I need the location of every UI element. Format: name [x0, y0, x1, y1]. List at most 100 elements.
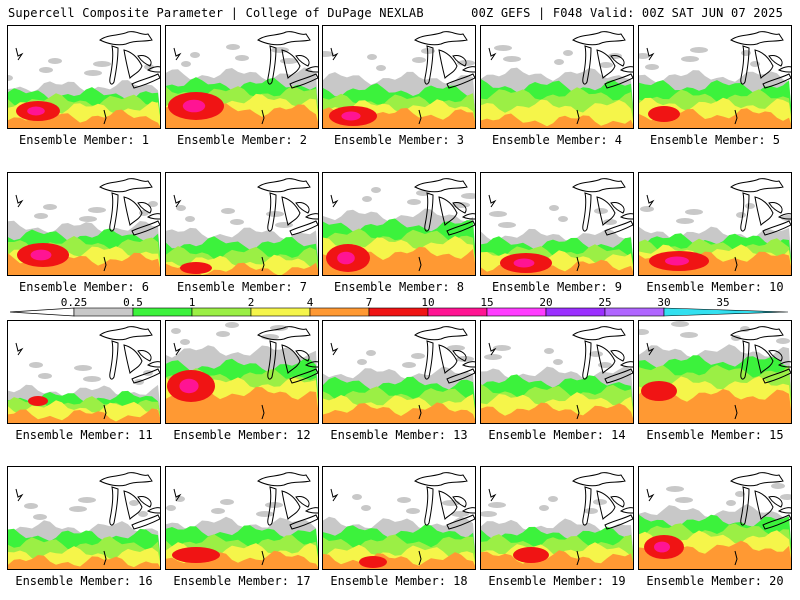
member-map [638, 320, 792, 424]
member-label: Ensemble Member: 17 [173, 574, 311, 588]
scp-speck [599, 62, 613, 68]
scp-hotspot [172, 547, 220, 563]
run-valid-time: 00Z GEFS | F048 Valid: 00Z SAT JUN 07 20… [471, 6, 783, 20]
scp-speck [29, 362, 43, 368]
scp-speck [640, 206, 654, 212]
scp-hotspot-core [179, 378, 199, 394]
member-label: Ensemble Member: 2 [176, 133, 308, 147]
scp-speck [503, 56, 521, 62]
scp-speck [776, 338, 790, 344]
great-lakes-coastline [646, 31, 791, 125]
member-label: Ensemble Member: 9 [491, 280, 623, 294]
scp-speck [180, 339, 190, 345]
ensemble-panel: Ensemble Member: 3 [322, 25, 476, 147]
member-label: Ensemble Member: 10 [646, 280, 784, 294]
scp-speck [265, 502, 283, 508]
great-lakes-coastline [488, 31, 633, 125]
scp-speck [412, 57, 426, 63]
colorbar-tick-label: 7 [366, 297, 373, 309]
member-map [165, 320, 319, 424]
member-label: Ensemble Member: 19 [488, 574, 626, 588]
scp-speck [680, 332, 698, 338]
scp-speck [406, 508, 420, 514]
scp-speck [366, 350, 376, 356]
colorbar-tick-label: 35 [716, 297, 729, 309]
colorbar-tick-label: 20 [539, 297, 552, 309]
scp-speck [362, 196, 372, 202]
scp-speck [84, 70, 102, 76]
scp-speck [361, 505, 371, 511]
scp-speck [639, 329, 649, 335]
scp-speck [411, 353, 425, 359]
member-map [322, 320, 476, 424]
scp-hotspot-core [654, 541, 670, 553]
great-lakes-coastline [173, 31, 318, 125]
scp-speck [498, 222, 516, 228]
scp-contour-fill [639, 388, 791, 423]
scp-speck [671, 321, 689, 327]
member-label: Ensemble Member: 6 [18, 280, 150, 294]
member-map [165, 172, 319, 276]
scp-speck [771, 483, 785, 489]
colorbar-under-arrow [10, 307, 75, 317]
scp-speck [780, 494, 791, 500]
scp-hotspot [641, 381, 677, 401]
scp-speck [24, 503, 38, 509]
member-map [480, 320, 634, 424]
scp-speck [681, 56, 699, 62]
member-map [7, 466, 161, 570]
member-label: Ensemble Member: 8 [333, 280, 465, 294]
great-lakes-coastline [330, 326, 475, 420]
scp-speck [685, 209, 703, 215]
colorbar-over-arrow [663, 307, 789, 317]
scp-speck [402, 362, 416, 368]
ensemble-panel: Ensemble Member: 8 [322, 172, 476, 294]
scp-speck [352, 494, 362, 500]
colorbar-tick-label: 1 [189, 297, 196, 309]
scp-speck [256, 511, 274, 517]
member-label: Ensemble Member: 20 [646, 574, 784, 588]
scp-speck [407, 199, 421, 205]
ensemble-panel: Ensemble Member: 2 [165, 25, 319, 147]
scp-speck [8, 75, 13, 81]
member-map [638, 466, 792, 570]
scp-speck [447, 345, 465, 351]
scp-speck [34, 213, 48, 219]
ensemble-panel: Ensemble Member: 20 [638, 466, 792, 588]
great-lakes-coastline [15, 178, 160, 272]
scp-speck [397, 497, 411, 503]
scp-speck [230, 219, 244, 225]
colorbar-tick-label: 0.25 [61, 297, 88, 309]
scp-speck [745, 203, 755, 209]
scp-speck [371, 187, 381, 193]
colorbar-tick-label: 25 [598, 297, 611, 309]
member-map [480, 466, 634, 570]
scp-speck [553, 359, 563, 365]
ensemble-panel: Ensemble Member: 16 [7, 466, 161, 588]
scp-speck [675, 497, 693, 503]
scp-contour-fill [166, 262, 318, 275]
member-label: Ensemble Member: 14 [488, 428, 626, 442]
ensemble-panel: Ensemble Member: 17 [165, 466, 319, 588]
colorbar-swatch [545, 307, 606, 317]
scp-speck [603, 219, 617, 225]
scp-speck [88, 207, 106, 213]
scp-speck [69, 506, 87, 512]
colorbar-swatch [486, 307, 547, 317]
scp-speck [544, 348, 554, 354]
great-lakes-coastline [15, 31, 160, 125]
ensemble-panel: Ensemble Member: 5 [638, 25, 792, 147]
scp-speck [645, 64, 659, 70]
colorbar-legend: 0.25 0.5 1 2 4 7 10 15 20 25 30 35 [10, 297, 790, 321]
scp-speck [489, 211, 507, 217]
scp-speck [138, 511, 148, 517]
scp-contour-fill [166, 103, 318, 128]
scp-contour-fill [8, 555, 160, 569]
scp-hotspot [359, 556, 387, 568]
great-lakes-coastline [173, 472, 318, 566]
scp-speck [461, 193, 475, 199]
scp-speck [275, 222, 293, 228]
colorbar-swatch [427, 307, 488, 317]
scp-speck [484, 354, 502, 360]
member-map [7, 320, 161, 424]
